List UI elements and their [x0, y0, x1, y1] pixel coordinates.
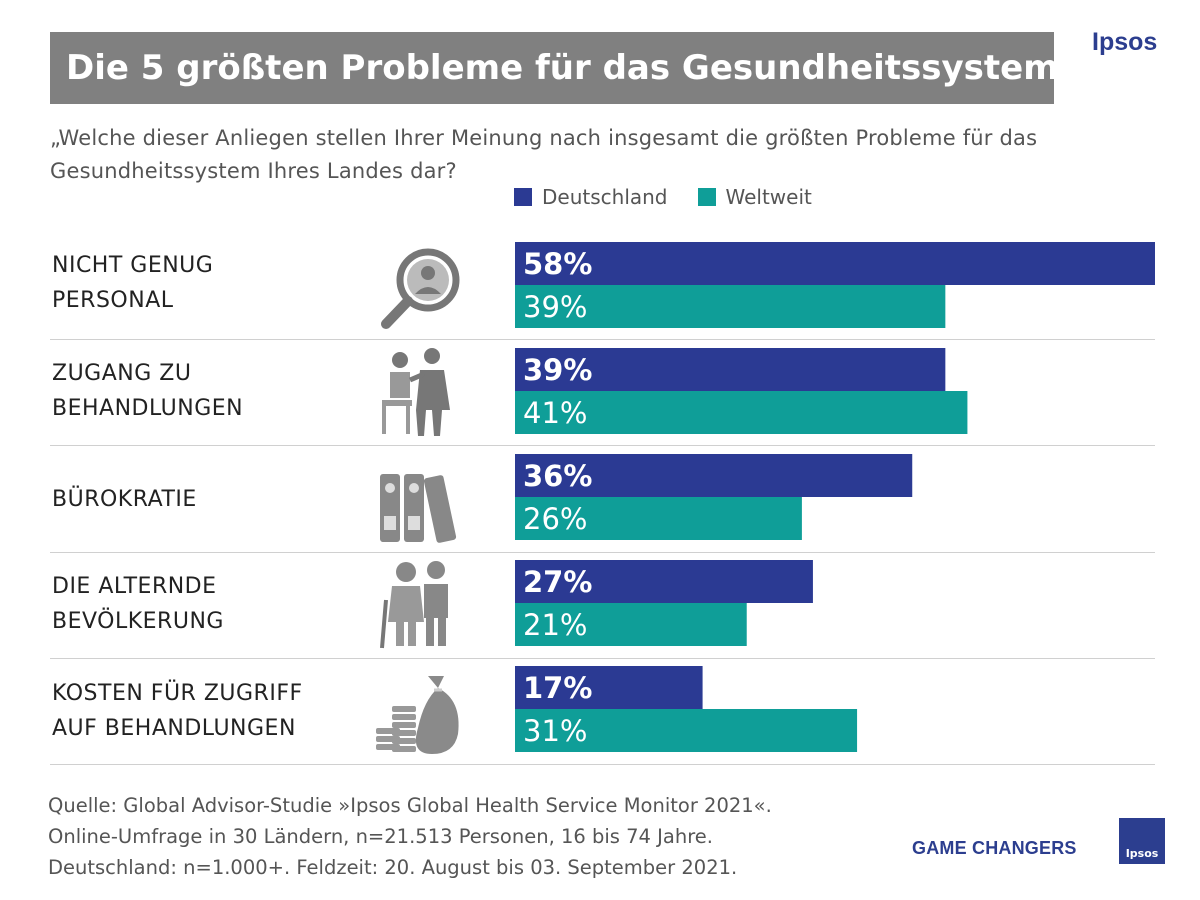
row-label-line2: PERSONAL: [52, 288, 174, 313]
footer-source: Quelle: Global Advisor-Studie »Ipsos Glo…: [48, 790, 772, 883]
data-label-deutschland-1: 39%: [523, 353, 592, 387]
data-label-weltweit-4: 31%: [523, 714, 587, 748]
legend-swatch-weltweit: [697, 188, 716, 206]
bar-weltweit-0: [515, 285, 946, 328]
bar-weltweit-4: [515, 709, 858, 752]
row-label-line1: DIE ALTERNDE: [52, 574, 217, 599]
row-label-line2: AUF BEHANDLUNGEN: [52, 716, 296, 741]
row-separator: [50, 339, 1155, 340]
data-label-weltweit-1: 41%: [523, 396, 587, 430]
coins-moneybag-icon: [376, 676, 459, 754]
bar-weltweit-2: [515, 497, 802, 540]
row-label-4: KOSTEN FÜR ZUGRIFF AUF BEHANDLUNGEN: [52, 676, 303, 746]
chart-title: Die 5 größten Probleme für das Gesundhei…: [66, 48, 1059, 88]
data-label-deutschland-0: 58%: [523, 247, 592, 281]
bar-weltweit-3: [515, 603, 747, 646]
row-label-line1: BÜROKRATIE: [52, 487, 197, 512]
data-label-weltweit-3: 21%: [523, 608, 587, 642]
legend-item-weltweit: Weltweit: [697, 185, 812, 209]
legend: Deutschland Weltweit: [514, 185, 834, 209]
footer-line-1: Quelle: Global Advisor-Studie »Ipsos Glo…: [48, 794, 772, 817]
bar-deutschland-1: [515, 348, 946, 391]
data-label-weltweit-0: 39%: [523, 290, 587, 324]
row-label-3: DIE ALTERNDE BEVÖLKERUNG: [52, 569, 224, 639]
row-label-line2: BEVÖLKERUNG: [52, 609, 224, 634]
legend-swatch-deutschland: [514, 188, 532, 206]
data-label-deutschland-2: 36%: [523, 459, 592, 493]
row-label-line1: ZUGANG ZU: [52, 361, 192, 386]
data-label-weltweit-2: 26%: [523, 502, 587, 536]
magnifier-person-icon: [381, 248, 460, 329]
row-separator: [50, 445, 1155, 446]
data-label-deutschland-3: 27%: [523, 565, 592, 599]
bar-deutschland-4: [515, 666, 703, 709]
doctor-patient-icon: [382, 348, 450, 436]
row-label-line2: BEHANDLUNGEN: [52, 396, 244, 421]
footer-line-2: Online-Umfrage in 30 Ländern, n=21.513 P…: [48, 825, 713, 848]
row-label-line1: KOSTEN FÜR ZUGRIFF: [52, 681, 303, 706]
data-label-deutschland-4: 17%: [523, 671, 592, 705]
brand-logo-text: Ipsos: [1092, 28, 1158, 56]
row-label-0: NICHT GENUG PERSONAL: [52, 248, 213, 318]
bar-deutschland-2: [515, 454, 913, 497]
bar-deutschland-0: [515, 242, 1155, 285]
legend-item-deutschland: Deutschland: [514, 185, 668, 209]
row-separator: [50, 552, 1155, 553]
binders-icon: [380, 474, 457, 543]
bar-weltweit-1: [515, 391, 968, 434]
footer-line-3: Deutschland: n=1.000+. Feldzeit: 20. Aug…: [48, 856, 738, 879]
ipsos-logo: Ipsos: [1119, 818, 1165, 864]
ipsos-logo-text: Ipsos: [1125, 847, 1159, 860]
row-label-2: BÜROKRATIE: [52, 482, 197, 517]
tagline: GAME CHANGERS: [912, 838, 1077, 858]
row-label-1: ZUGANG ZU BEHANDLUNGEN: [52, 356, 243, 426]
row-label-line1: NICHT GENUG: [52, 253, 214, 278]
elderly-couple-icon: [380, 561, 448, 649]
legend-label-deutschland: Deutschland: [542, 185, 668, 209]
survey-question: „Welche dieser Anliegen stellen Ihrer Me…: [50, 126, 1038, 183]
title-bar: Die 5 größten Probleme für das Gesundhei…: [50, 32, 1059, 104]
row-separator: [50, 658, 1155, 659]
bar-deutschland-3: [515, 560, 813, 603]
row-separator: [50, 764, 1155, 765]
legend-label-weltweit: Weltweit: [725, 185, 812, 209]
